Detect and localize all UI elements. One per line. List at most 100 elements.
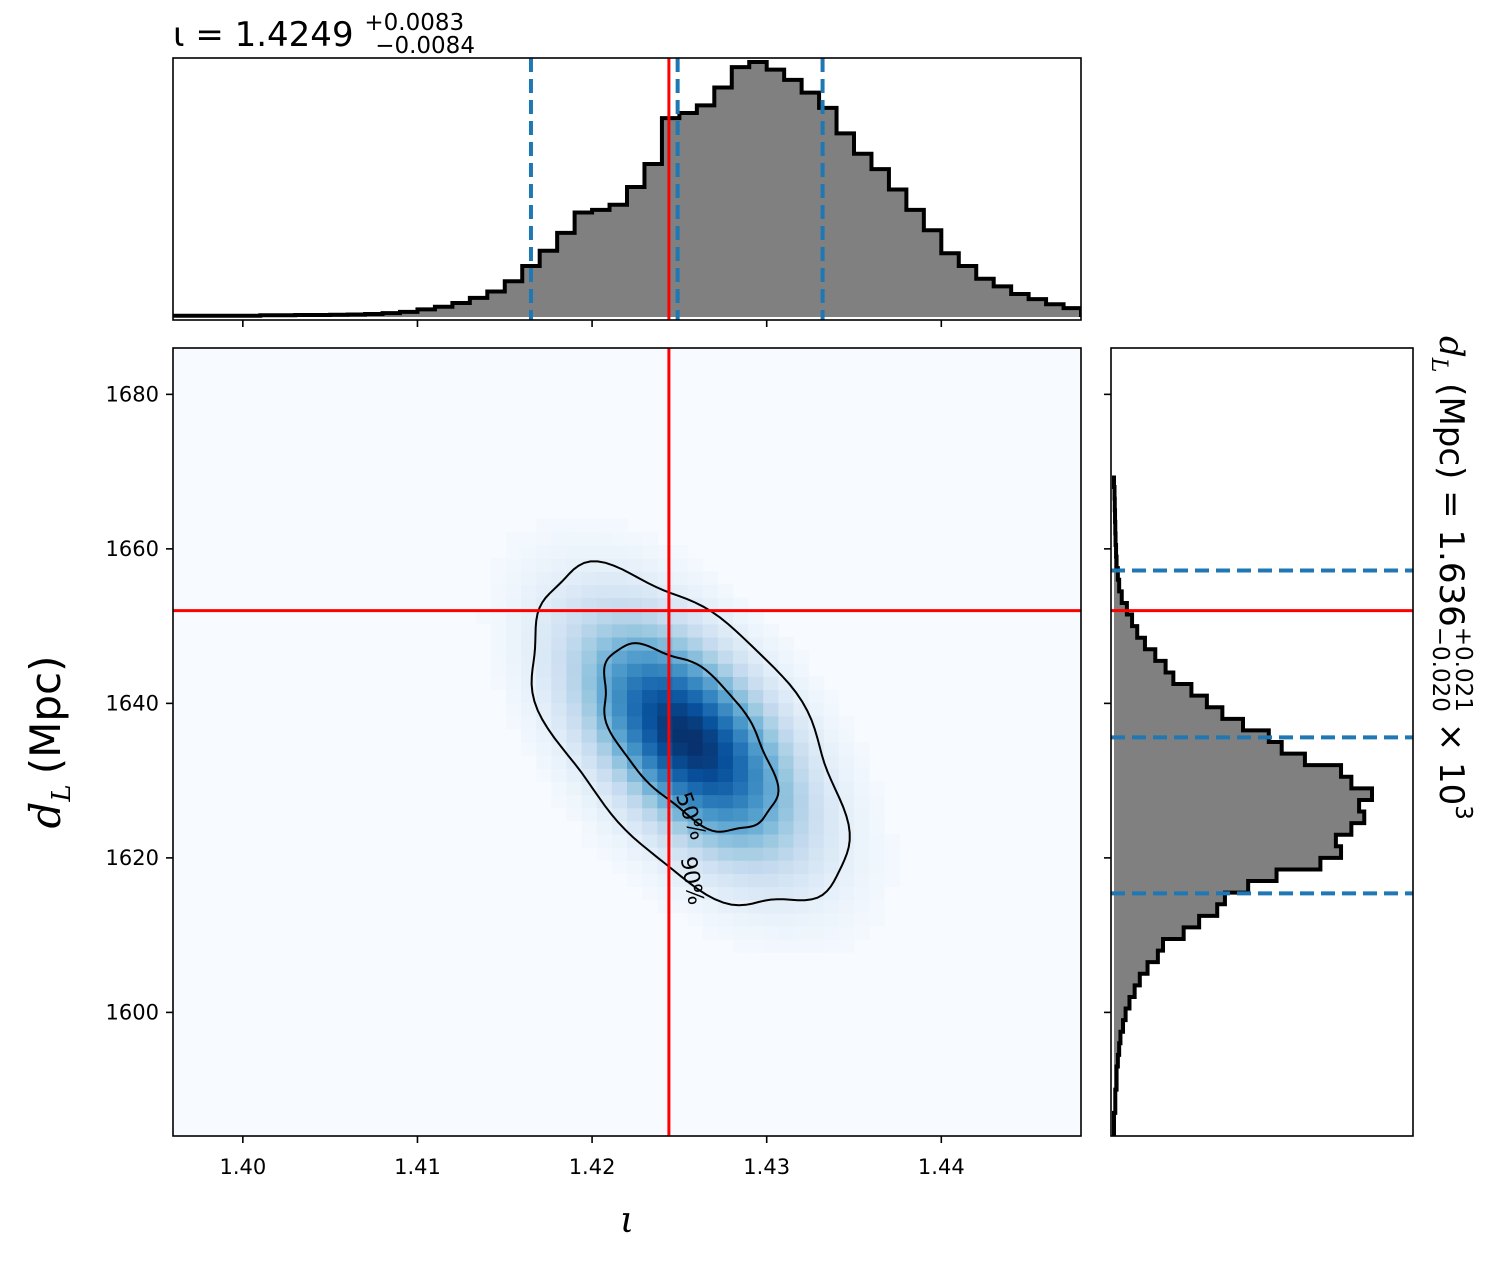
heatmap-cell-332 xyxy=(702,833,719,848)
heatmap-cell-37 xyxy=(521,597,537,612)
x-tick-label-1: 1.41 xyxy=(394,1155,441,1179)
heatmap-cell-427 xyxy=(748,676,764,691)
heatmap-cell-437 xyxy=(763,886,779,901)
heatmap-cell-285 xyxy=(672,689,689,704)
heatmap-cell-543 xyxy=(823,715,840,730)
dl-histogram-fill xyxy=(1114,475,1372,1136)
heatmap-cell-243 xyxy=(657,873,673,888)
heatmap-cell-347 xyxy=(702,636,719,651)
dl-title-minus: −0.020 xyxy=(1427,627,1453,712)
heatmap-cell-104 xyxy=(566,558,583,572)
heatmap-cell-50 xyxy=(536,676,552,691)
heatmap-cell-84 xyxy=(551,518,568,533)
heatmap-cell-439 xyxy=(763,860,779,874)
heatmap-cell-101 xyxy=(566,597,583,612)
heatmap-cell-188 xyxy=(627,847,643,861)
iota-title-plus: +0.0083 xyxy=(364,10,464,36)
dl-marginal-panel: dL (Mpc) = 1.636+0.021−0.020 × 103 xyxy=(1104,336,1476,1137)
heatmap-cell-121 xyxy=(581,663,598,677)
heatmap-cell-337 xyxy=(702,768,719,782)
heatmap-cell-64 xyxy=(551,781,568,796)
heatmap-cell-493 xyxy=(793,794,810,809)
heatmap-cell-394 xyxy=(732,755,749,769)
heatmap-cell-383 xyxy=(732,899,749,914)
y-axis-label-unit: (Mpc) xyxy=(21,656,70,775)
heatmap-cell-79 xyxy=(551,584,568,599)
heatmap-cell-231 xyxy=(642,650,658,664)
credible-contours: 50%90% xyxy=(530,560,851,907)
heatmap-cell-90 xyxy=(566,742,583,756)
y-tick-label-1: 1620 xyxy=(106,846,159,870)
heatmap-cell-278 xyxy=(672,781,689,796)
heatmap-cell-295 xyxy=(672,558,689,572)
heatmap-cell-132 xyxy=(581,518,598,533)
heatmap-cell-450 xyxy=(763,715,779,730)
heatmap-cell-307 xyxy=(687,781,704,796)
heatmap-cell-366 xyxy=(717,755,734,769)
heatmap-cell-451 xyxy=(763,702,779,717)
heatmap-cell-82 xyxy=(551,545,568,559)
heatmap-cell-279 xyxy=(672,768,689,782)
heatmap-cell-375 xyxy=(717,636,734,651)
heatmap-cell-465 xyxy=(778,847,795,861)
heatmap-cell-199 xyxy=(627,702,643,717)
heatmap-cell-102 xyxy=(566,584,583,599)
heatmap-cell-312 xyxy=(687,715,704,730)
heatmap-cell-151 xyxy=(596,610,613,625)
heatmap-cell-358 xyxy=(717,860,734,874)
heatmap-cell-530 xyxy=(823,886,840,901)
heatmap-cell-438 xyxy=(763,873,779,888)
heatmap-cell-409 xyxy=(748,912,764,927)
heatmap-cell-548 xyxy=(838,912,855,927)
heatmap-cell-36 xyxy=(521,610,537,625)
heatmap-cell-452 xyxy=(763,689,779,704)
heatmap-cell-461 xyxy=(778,899,795,914)
heatmap-cell-382 xyxy=(732,912,749,927)
heatmap-cell-550 xyxy=(838,886,855,901)
heatmap-cell-248 xyxy=(657,807,673,822)
heatmap-cell-503 xyxy=(793,663,810,677)
heatmap-cell-318 xyxy=(687,636,704,651)
heatmap-cell-590 xyxy=(884,873,900,888)
heatmap-cell-401 xyxy=(732,663,749,677)
heatmap-cell-547 xyxy=(838,925,855,940)
heatmap-cell-570 xyxy=(854,847,870,861)
heatmap-cell-187 xyxy=(627,860,643,874)
heatmap-cell-476 xyxy=(778,702,795,717)
heatmap-cell-477 xyxy=(778,689,795,704)
heatmap-cell-34 xyxy=(521,636,537,651)
heatmap-cell-516 xyxy=(808,794,825,809)
heatmap-cell-61 xyxy=(536,531,552,546)
heatmap-cell-328 xyxy=(702,886,719,901)
heatmap-cell-122 xyxy=(581,650,598,664)
heatmap-cell-324 xyxy=(687,558,704,572)
heatmap-cell-298 xyxy=(687,899,704,914)
heatmap-cell-184 xyxy=(611,531,628,546)
heatmap-cell-143 xyxy=(596,715,613,730)
heatmap-cell-51 xyxy=(536,663,552,677)
heatmap-cell-490 xyxy=(793,833,810,848)
heatmap-cell-467 xyxy=(778,820,795,835)
heatmap-cell-546 xyxy=(838,939,855,953)
heatmap-cell-94 xyxy=(566,689,583,704)
heatmap-cell-7 xyxy=(490,597,507,612)
heatmap-cell-334 xyxy=(702,807,719,822)
heatmap-cell-78 xyxy=(551,597,568,612)
heatmap-cell-196 xyxy=(627,742,643,756)
heatmap-cell-18 xyxy=(505,623,522,638)
heatmap-cell-269 xyxy=(672,899,689,914)
heatmap-cell-297 xyxy=(687,912,704,927)
heatmap-cell-273 xyxy=(672,847,689,861)
heatmap-cell-395 xyxy=(732,742,749,756)
heatmap-cell-282 xyxy=(672,728,689,743)
heatmap-cell-385 xyxy=(732,873,749,888)
heatmap-cell-76 xyxy=(551,623,568,638)
heatmap-cell-494 xyxy=(793,781,810,796)
heatmap-cell-16 xyxy=(505,650,522,664)
heatmap-cell-112 xyxy=(581,781,598,796)
heatmap-cell-576 xyxy=(854,768,870,782)
heatmap-cell-180 xyxy=(611,584,628,599)
heatmap-cell-205 xyxy=(627,623,643,638)
heatmap-cell-535 xyxy=(823,820,840,835)
heatmap-cell-242 xyxy=(657,886,673,901)
